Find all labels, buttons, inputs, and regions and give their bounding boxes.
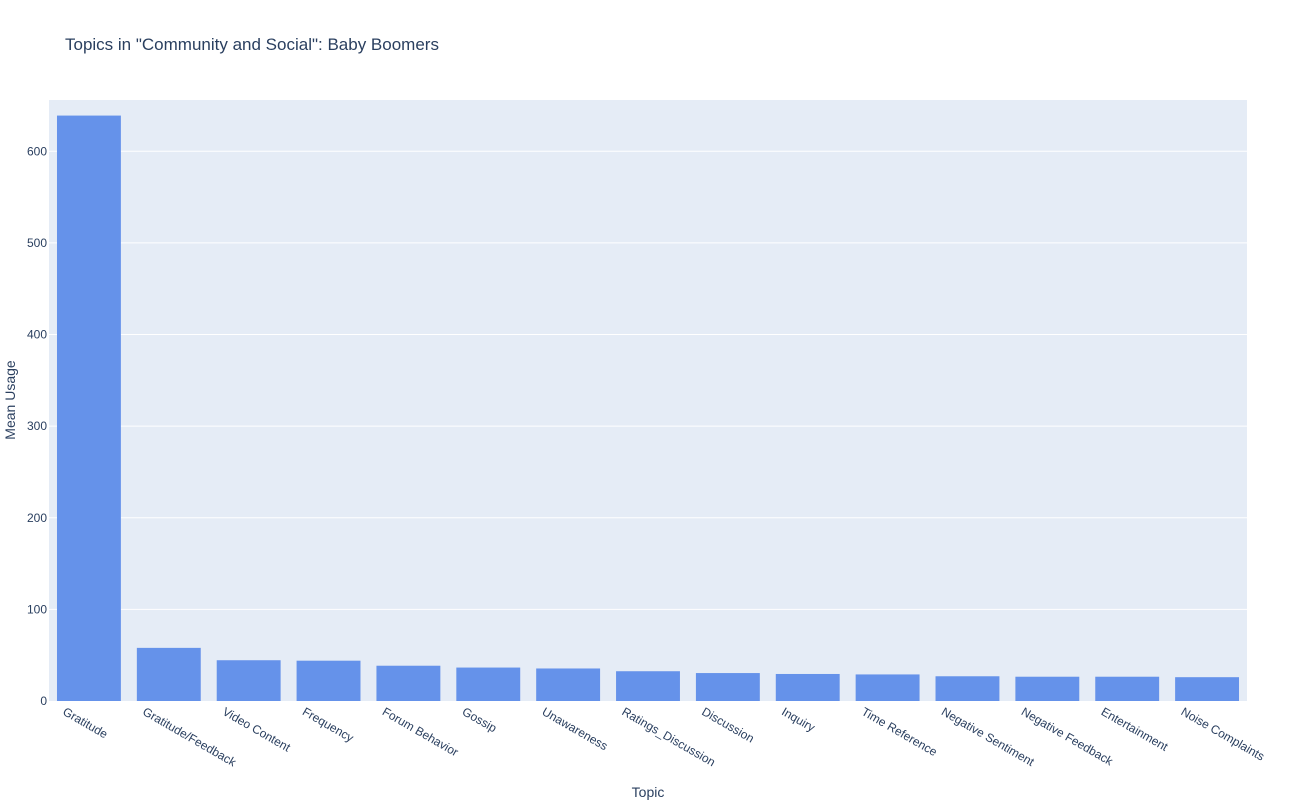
bar-frequency — [296, 660, 361, 701]
bar-ratings-discussion — [616, 671, 680, 701]
x-tick-label: Gratitude — [60, 704, 110, 741]
x-tick-label: Time Reference — [859, 704, 940, 759]
bar-negative-feedback — [1015, 676, 1080, 701]
bar-time-reference — [855, 674, 920, 701]
y-axis-ticks: 0 100 200 300 400 500 600 — [27, 144, 47, 708]
y-tick-label: 500 — [27, 236, 47, 250]
x-axis-title: Topic — [632, 784, 665, 800]
x-tick-label: Unawareness — [540, 704, 611, 753]
bars — [56, 115, 1240, 701]
x-tick-label: Inquiry — [779, 704, 817, 734]
x-tick-label: Gossip — [460, 704, 500, 735]
bar-inquiry — [775, 673, 840, 701]
bar-negative-sentiment — [935, 676, 1000, 701]
chart-title: Topics in "Community and Social": Baby B… — [65, 35, 439, 54]
y-tick-label: 600 — [27, 144, 47, 158]
bar-entertainment — [1095, 676, 1160, 701]
bar-gratitude — [56, 115, 121, 701]
x-tick-label: Forum Behavior — [380, 704, 461, 759]
bar-video-content — [216, 660, 281, 701]
y-tick-label: 400 — [27, 328, 47, 342]
x-tick-label: Noise Complaints — [1179, 704, 1267, 763]
bar-noise-complaints — [1175, 677, 1240, 701]
y-tick-label: 100 — [27, 602, 47, 616]
x-tick-label: Entertainment — [1099, 704, 1171, 754]
bar-unawareness — [536, 668, 601, 701]
y-axis-title: Mean Usage — [2, 360, 18, 440]
gridlines — [49, 150, 1247, 610]
x-tick-label: Video Content — [220, 704, 293, 754]
x-tick-label: Frequency — [300, 704, 356, 744]
y-tick-label: 0 — [40, 694, 47, 708]
x-tick-label: Discussion — [699, 704, 756, 745]
y-tick-label: 200 — [27, 511, 47, 525]
bar-gratitude-feedback — [136, 647, 201, 701]
plot-area — [49, 100, 1247, 701]
y-tick-label: 300 — [27, 419, 47, 433]
bar-forum-behavior — [376, 665, 441, 701]
bar-discussion — [695, 673, 760, 701]
bar-gossip — [456, 667, 521, 701]
